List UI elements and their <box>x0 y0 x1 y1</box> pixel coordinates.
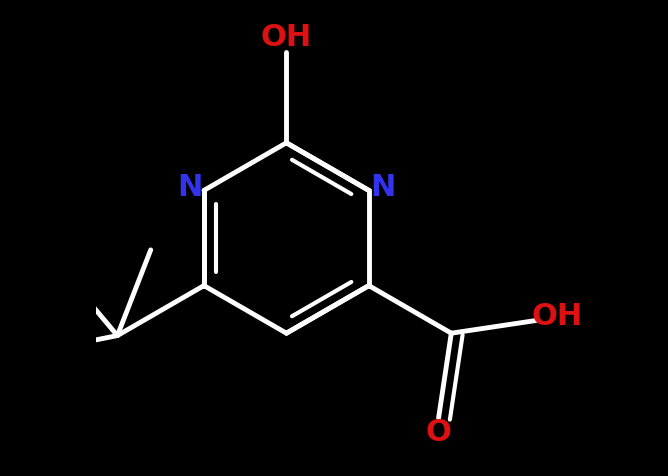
Text: OH: OH <box>532 302 583 331</box>
Text: N: N <box>177 173 202 202</box>
Text: OH: OH <box>261 23 312 51</box>
Text: O: O <box>426 418 452 446</box>
Text: N: N <box>371 173 396 202</box>
